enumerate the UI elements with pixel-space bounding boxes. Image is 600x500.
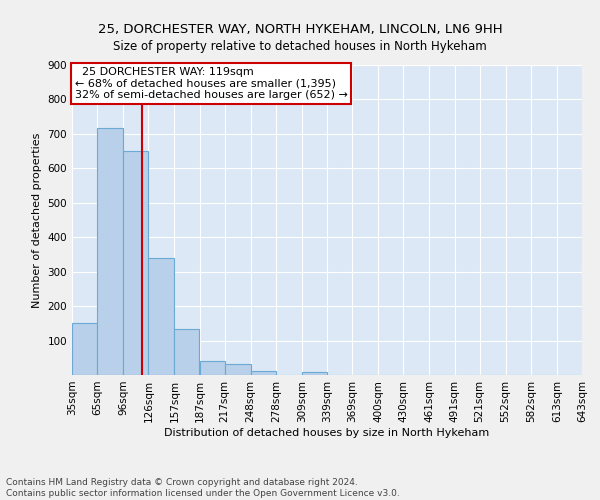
Bar (200, 360, 224, 375)
Y-axis label: Number of detached properties: Number of detached properties (32, 132, 42, 308)
Text: 25, DORCHESTER WAY, NORTH HYKEHAM, LINCOLN, LN6 9HH: 25, DORCHESTER WAY, NORTH HYKEHAM, LINCO… (98, 22, 502, 36)
Bar (225, 364, 251, 375)
Bar (175, 329, 199, 375)
Bar (123, 151, 148, 375)
X-axis label: Distribution of detached houses by size in North Hykeham: Distribution of detached houses by size … (164, 428, 490, 438)
Text: 25 DORCHESTER WAY: 119sqm
← 68% of detached houses are smaller (1,395)
32% of se: 25 DORCHESTER WAY: 119sqm ← 68% of detac… (74, 66, 347, 100)
Text: Size of property relative to detached houses in North Hykeham: Size of property relative to detached ho… (113, 40, 487, 53)
Bar (148, 258, 174, 375)
Bar (251, 370, 276, 375)
Bar (72, 322, 97, 375)
Bar (302, 372, 327, 375)
Text: Contains HM Land Registry data © Crown copyright and database right 2024.
Contai: Contains HM Land Registry data © Crown c… (6, 478, 400, 498)
Bar (97, 128, 123, 375)
